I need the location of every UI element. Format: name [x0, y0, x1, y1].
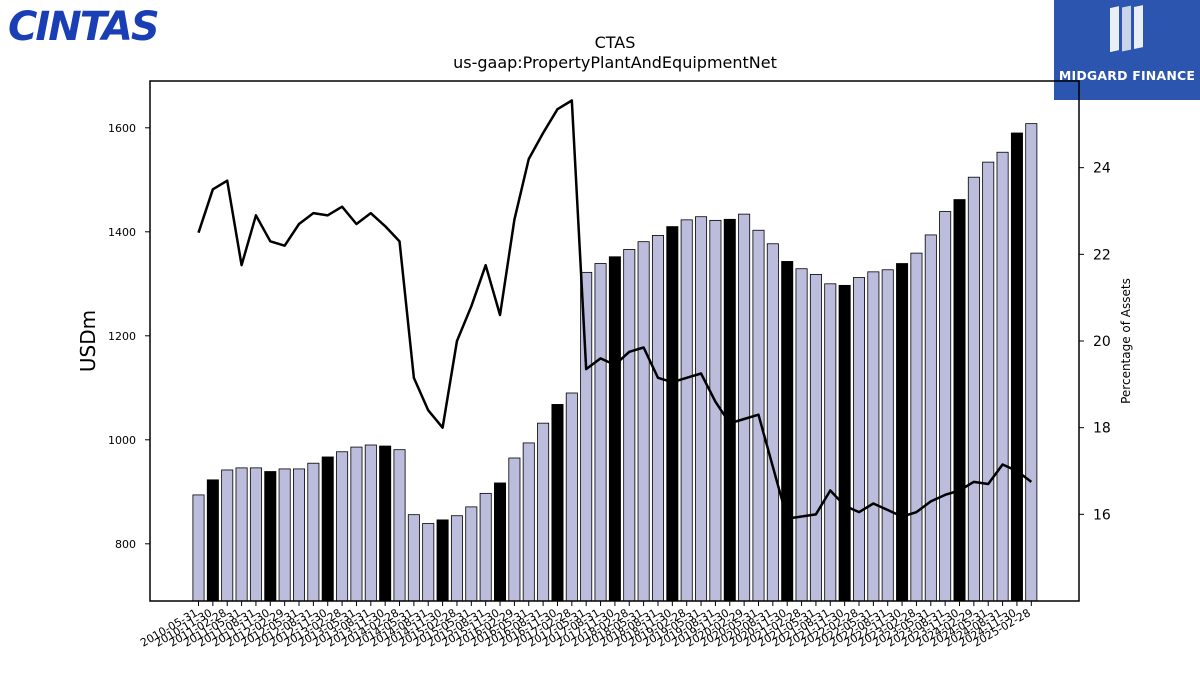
bar	[651, 235, 664, 602]
bar	[393, 449, 406, 602]
bar	[666, 226, 679, 602]
bar	[709, 219, 722, 602]
bar	[924, 234, 937, 602]
bar	[824, 283, 837, 602]
cintas-logo: CINTAS	[8, 4, 160, 50]
bar	[336, 451, 349, 602]
bar	[809, 274, 822, 602]
bar	[508, 457, 521, 602]
bar	[522, 442, 535, 602]
bar	[738, 213, 751, 602]
y-right-tick-label: 24	[1093, 161, 1111, 177]
cintas-logo-text: CINTAS	[8, 4, 160, 50]
y-tick-label: 800	[115, 538, 136, 551]
bar	[249, 467, 262, 602]
bar	[910, 252, 923, 602]
bar	[192, 494, 205, 602]
bar	[422, 523, 435, 602]
bar	[221, 469, 234, 602]
bar	[1010, 132, 1023, 602]
y-axis-left: 800 1000 1200 1400 1600	[108, 122, 150, 551]
bar	[479, 492, 492, 602]
y-tick-label: 1400	[108, 226, 136, 239]
chart-subtitle: us-gaap:PropertyPlantAndEquipmentNet	[453, 53, 777, 72]
bar	[953, 199, 966, 602]
y-right-tick-label: 20	[1093, 334, 1111, 350]
y-right-tick-label: 18	[1093, 421, 1111, 437]
bar	[896, 263, 909, 602]
bar	[264, 471, 277, 602]
y-right-tick-label: 22	[1093, 247, 1111, 263]
bar	[766, 243, 779, 602]
bar	[680, 219, 693, 602]
bar	[982, 161, 995, 602]
bar	[838, 284, 851, 602]
bar	[537, 422, 550, 602]
midgard-emblem-icon	[1110, 5, 1143, 53]
x-axis: 2010-05-312010-11-302011-02-282011-05-31…	[138, 601, 1033, 650]
y-tick-label: 1000	[108, 434, 136, 447]
bar	[781, 261, 794, 602]
bar	[350, 446, 363, 602]
bar	[939, 211, 952, 602]
bar	[465, 506, 478, 602]
bar	[580, 271, 593, 602]
bar	[967, 176, 980, 602]
line-group	[197, 99, 1033, 520]
bar	[321, 456, 334, 602]
percentage-line	[197, 99, 1033, 520]
bar	[206, 479, 219, 602]
y-axis-label: USDm	[76, 310, 100, 372]
bar	[623, 249, 636, 602]
bar	[450, 515, 463, 602]
bar	[278, 468, 291, 602]
y-tick-label: 1600	[108, 122, 136, 135]
bar-group	[192, 123, 1038, 602]
bar	[723, 218, 736, 602]
bar	[1025, 123, 1038, 602]
y-axis-right: 16 18 20 22 24	[1079, 161, 1111, 523]
y-tick-label: 1200	[108, 330, 136, 343]
bar	[867, 271, 880, 602]
bar	[996, 151, 1009, 602]
bar	[637, 241, 650, 602]
y-axis-right-label: Percentage of Assets	[1119, 278, 1133, 404]
bar	[695, 216, 708, 602]
chart-title: CTAS	[595, 33, 636, 52]
bar	[379, 445, 392, 602]
bar	[608, 256, 621, 602]
bar	[407, 514, 420, 602]
bar	[594, 263, 607, 602]
bar	[795, 268, 808, 602]
y-right-tick-label: 16	[1093, 507, 1111, 523]
midgard-finance-label: MIDGARD FINANCE	[1058, 68, 1196, 83]
bar	[881, 269, 894, 602]
bar	[436, 519, 449, 602]
bar	[551, 404, 564, 602]
bar	[565, 392, 578, 602]
bar	[853, 277, 866, 602]
bar	[235, 467, 248, 602]
bar	[364, 444, 377, 602]
bar	[293, 468, 306, 602]
bar	[307, 462, 320, 602]
bar	[494, 482, 507, 602]
